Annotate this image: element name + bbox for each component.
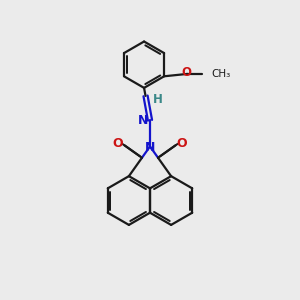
Text: O: O: [113, 137, 123, 150]
Text: N: N: [138, 114, 148, 127]
Text: O: O: [177, 137, 187, 150]
Text: N: N: [145, 141, 155, 154]
Text: O: O: [182, 66, 192, 79]
Text: H: H: [153, 93, 163, 106]
Text: CH₃: CH₃: [212, 69, 231, 79]
